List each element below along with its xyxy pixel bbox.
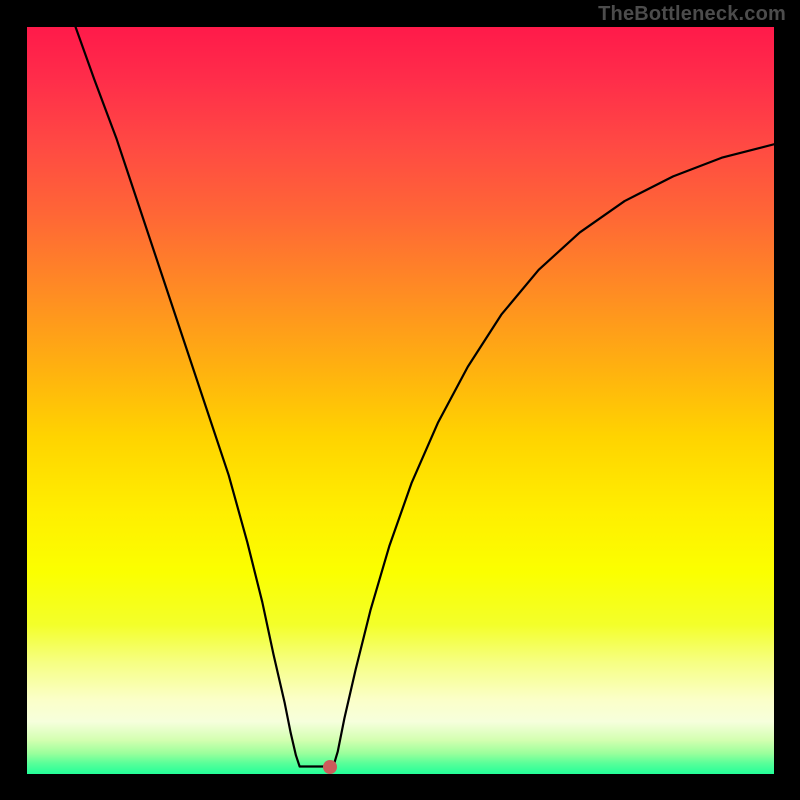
plot-area [27,27,774,774]
chart-container: TheBottleneck.com [0,0,800,800]
watermark-text: TheBottleneck.com [598,3,786,26]
minimum-marker [323,760,337,774]
curve-svg [27,27,774,774]
bottleneck-curve [76,27,774,767]
